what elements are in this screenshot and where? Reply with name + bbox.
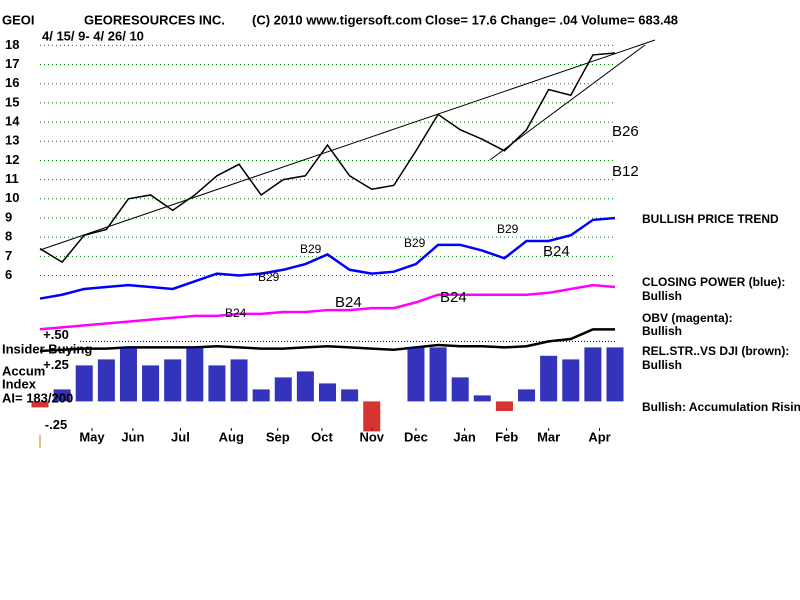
accum-bar xyxy=(208,365,226,402)
side-label: BULLISH PRICE TREND xyxy=(642,212,779,226)
y2-tick-label: +.50 xyxy=(43,327,69,342)
y-tick-label: 6 xyxy=(5,267,12,282)
side-label: Bullish xyxy=(642,324,682,338)
x-tick-label: Apr xyxy=(588,429,610,444)
symbol: GEOI xyxy=(2,12,35,27)
accum-bar xyxy=(606,347,624,402)
accum-bar xyxy=(75,365,93,402)
quote: Close= 17.6 Change= .04 Volume= 683.48 xyxy=(425,12,678,27)
accum-bar xyxy=(53,389,71,402)
side-label: OBV (magenta): xyxy=(642,311,733,325)
signal: B29 xyxy=(497,222,519,236)
accum-bar xyxy=(97,359,115,402)
signal: B29 xyxy=(404,236,426,250)
copyright: (C) 2010 www.tigersoft.com xyxy=(252,12,422,27)
y-tick-label: 18 xyxy=(5,37,19,52)
y-tick-label: 16 xyxy=(5,75,19,90)
accum-bar xyxy=(451,377,469,402)
side-label: Bullish xyxy=(642,358,682,372)
x-tick-label: Mar xyxy=(537,429,560,444)
y-tick-label: 8 xyxy=(5,229,12,244)
y2-tick-label: -.25 xyxy=(45,417,67,432)
signal: B12 xyxy=(612,163,639,180)
company: GEORESOURCES INC. xyxy=(84,12,225,27)
signal: B29 xyxy=(258,270,280,284)
accum-bar xyxy=(584,347,602,402)
side-label: Bullish xyxy=(642,289,682,303)
x-tick-label: Oct xyxy=(311,429,333,444)
signal: B24 xyxy=(440,289,467,306)
left-label: Accum xyxy=(2,363,45,378)
accum-bar xyxy=(164,359,182,402)
side-label: CLOSING POWER (blue): xyxy=(642,275,785,289)
left-label: AI= 183/200 xyxy=(2,390,73,405)
y-tick-label: 14 xyxy=(5,114,20,129)
x-tick-label: Feb xyxy=(495,429,518,444)
accum-bar xyxy=(318,383,337,402)
y-tick-label: 15 xyxy=(5,94,19,109)
accum-bar xyxy=(142,365,160,402)
y-tick-label: 13 xyxy=(5,133,19,148)
x-tick-label: Sep xyxy=(266,429,290,444)
accum-bar xyxy=(230,359,248,402)
accum-bar xyxy=(407,347,425,402)
trend-line xyxy=(39,39,656,251)
y-tick-label: 10 xyxy=(5,190,19,205)
accum-bar xyxy=(363,401,381,432)
x-tick-label: Jul xyxy=(171,429,190,444)
accum-bar xyxy=(31,401,49,408)
signal: B24 xyxy=(335,294,362,311)
signal: B24 xyxy=(225,306,247,320)
y-tick-label: 7 xyxy=(5,248,12,263)
signal: B24 xyxy=(543,243,570,260)
y2-tick-label: +.25 xyxy=(43,357,69,372)
left-label: Insider Buying xyxy=(2,341,92,356)
accum-bar xyxy=(495,401,513,411)
series-line xyxy=(39,283,616,331)
accum-bar xyxy=(252,389,270,402)
series-line xyxy=(39,52,616,264)
date-range: 4/ 15/ 9- 4/ 26/ 10 xyxy=(42,28,144,43)
signal: B26 xyxy=(612,123,639,140)
series-line xyxy=(39,216,616,300)
x-tick-label: Jan xyxy=(453,429,475,444)
left-label: Index xyxy=(2,376,37,391)
accum-bar xyxy=(518,389,536,402)
accum-bar xyxy=(540,355,558,402)
accum-bar xyxy=(274,377,292,402)
side-label: Bullish: Accumulation Rising xyxy=(642,400,800,414)
x-tick-label: May xyxy=(79,429,105,444)
accum-bar xyxy=(296,371,314,402)
x-tick-label: Aug xyxy=(219,429,244,444)
y-tick-label: 12 xyxy=(5,152,19,167)
y-tick-label: 11 xyxy=(5,171,19,186)
accum-bar xyxy=(562,359,580,402)
x-tick-label: Nov xyxy=(359,429,384,444)
y-tick-label: 17 xyxy=(5,56,19,71)
accum-bar xyxy=(119,347,137,402)
y-tick-label: 9 xyxy=(5,209,12,224)
x-tick-label: Dec xyxy=(404,429,428,444)
accum-bar xyxy=(341,389,359,402)
x-tick-label: Jun xyxy=(121,429,144,444)
accum-bar xyxy=(429,347,447,402)
accum-bar xyxy=(473,395,491,402)
accum-bar xyxy=(186,347,204,402)
side-label: REL.STR..VS DJI (brown): xyxy=(642,344,789,358)
signal: B29 xyxy=(300,242,322,256)
